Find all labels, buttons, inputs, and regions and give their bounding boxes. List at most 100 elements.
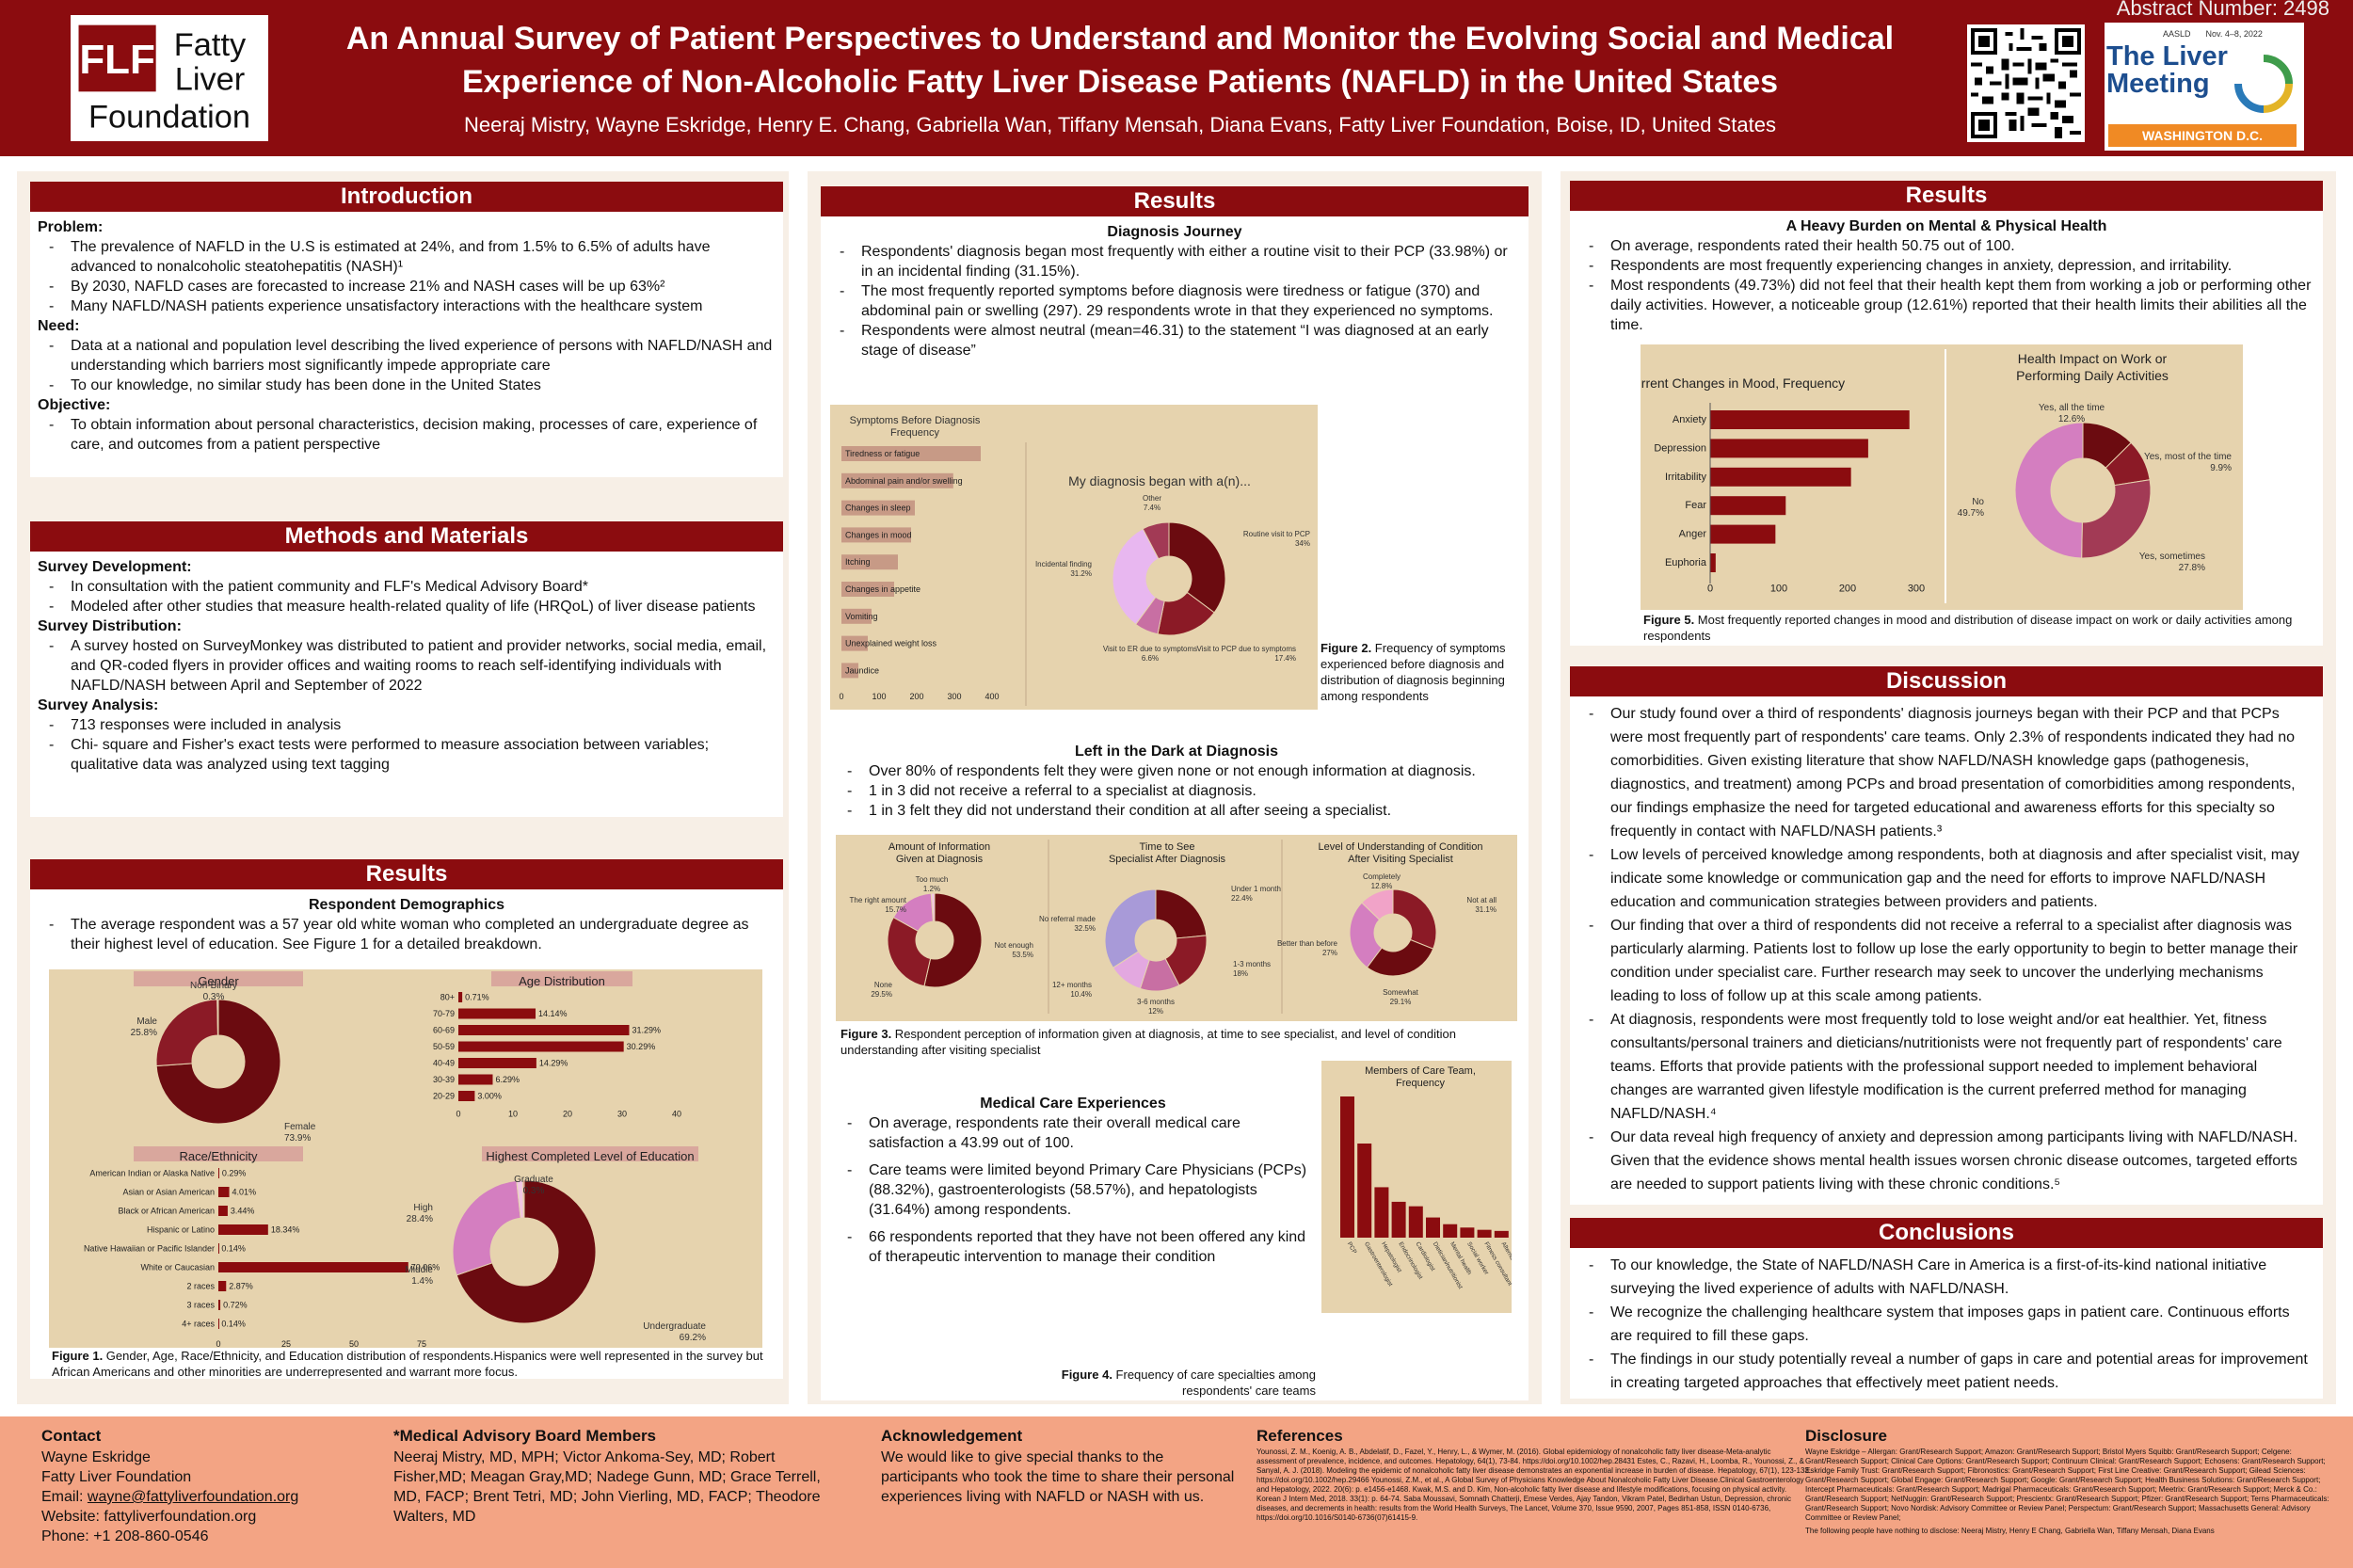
contact-heading: Contact (41, 1427, 102, 1445)
specialist-label: No referral made (1039, 915, 1096, 923)
understanding-value: 27% (1322, 949, 1337, 957)
gender-title: Gender (198, 974, 239, 988)
age-bar (458, 1074, 493, 1085)
burden-subhead: A Heavy Burden on Mental & Physical Heal… (1785, 218, 2107, 234)
impact-hole (2051, 458, 2115, 522)
list-item: In consultation with the patient communi… (38, 577, 776, 597)
race-title-bg (134, 1146, 303, 1161)
methods-title: Methods and Materials (30, 521, 783, 552)
age-data-label: 0.71% (465, 993, 489, 1002)
age-category: 80+ (440, 993, 455, 1002)
careteam-bar (1357, 1144, 1372, 1238)
list-item: Most respondents (49.73%) did not feel t… (1577, 276, 2315, 335)
qr-code-icon[interactable] (1967, 24, 2085, 142)
figure-1: Gender Female 73.9% Male 25.8% Non-Binary 0.3%… (49, 969, 762, 1349)
edu-title: Highest Completed Level of Education (486, 1149, 694, 1163)
list-item: Care teams were limited beyond Primary C… (836, 1160, 1310, 1220)
gender-hole (192, 1035, 245, 1088)
meeting-swirl-icon (2234, 55, 2293, 113)
symptoms-bar (841, 472, 953, 488)
symptoms-bar (841, 635, 868, 651)
mood-tick: 200 (1839, 583, 1856, 594)
list-item: On average, respondents rate their overa… (836, 1113, 1310, 1153)
age-tick: 0 (456, 1110, 460, 1119)
list-item: 66 respondents reported that they have n… (836, 1227, 1310, 1267)
title-line-1: An Annual Survey of Patient Perspectives… (345, 21, 1895, 56)
email-link[interactable]: wayne@fattyliverfoundation.org (87, 1489, 299, 1505)
conclusions-box: To our knowledge, the State of NAFLD/NAS… (1570, 1248, 2323, 1399)
information-value: 15.7% (885, 905, 906, 914)
diagnosis-label: Routine visit to PCP (1243, 530, 1310, 538)
list-item: Our data reveal high frequency of anxiet… (1577, 1126, 2315, 1196)
gender-value: 25.8% (131, 1028, 157, 1038)
education-value: 0.3% (523, 1186, 545, 1196)
race-tick: 25 (281, 1339, 291, 1348)
board-block: *Medical Advisory Board Members Neeraj M… (393, 1426, 826, 1527)
impact-label: Yes, all the time (2039, 403, 2105, 413)
symptoms-tick: 100 (872, 692, 886, 701)
symptoms-tick: 0 (839, 692, 843, 701)
list-item: By 2030, NAFLD cases are forecasted to i… (38, 277, 776, 296)
information-value: 1.2% (923, 885, 940, 893)
specialist-value: 12% (1148, 1007, 1163, 1016)
age-tick: 30 (617, 1110, 627, 1119)
website-link[interactable]: Website: fattyliverfoundation.org (41, 1509, 257, 1525)
symptoms-title: Symptoms Before Diagnosis (850, 415, 981, 426)
careteam-bar (1408, 1206, 1423, 1238)
age-data-label: 30.29% (627, 1042, 656, 1051)
careteam-bar (1340, 1096, 1354, 1238)
race-bar (218, 1187, 230, 1197)
mood-category: Depression (1654, 442, 1706, 454)
race-category: Black or African American (118, 1207, 215, 1216)
impact-value: 49.7% (1958, 508, 1984, 519)
race-bar (218, 1168, 219, 1178)
specialist-hole (1135, 920, 1176, 961)
age-tick: 40 (672, 1110, 681, 1119)
impact-title: Performing Daily Activities (2016, 368, 2169, 383)
disclosure-text-2: The following people have nothing to dis… (1805, 1527, 2215, 1535)
contact-email: Email: wayne@fattyliverfoundation.org (41, 1489, 299, 1505)
race-category: American Indian or Alaska Native (89, 1169, 215, 1178)
list-item: Modeled after other studies that measure… (38, 597, 776, 616)
dist-heading: Survey Distribution: (38, 618, 182, 634)
race-data-label: 2.87% (229, 1282, 253, 1291)
education-value: 69.2% (680, 1333, 706, 1343)
race-category: Native Hawaiian or Pacific Islander (84, 1244, 215, 1254)
figure-1-caption: Figure 1. Gender, Age, Race/Ethnicity, a… (52, 1349, 763, 1379)
age-tick: 20 (563, 1110, 572, 1119)
list-item: Over 80% of respondents felt they were g… (836, 761, 1517, 781)
diagnosis-journey-subhead: Diagnosis Journey (1107, 224, 1242, 240)
race-category: Asian or Asian American (122, 1188, 215, 1197)
race-category: White or Caucasian (140, 1263, 215, 1272)
figure-3: Amount of Information Given at Diagnosis N… (836, 835, 1517, 1021)
mood-category: Fear (1685, 500, 1706, 511)
problem-heading: Problem: (38, 219, 104, 235)
gender-title-bg (134, 971, 303, 986)
results-1-title: Results (30, 859, 783, 889)
age-tick: 10 (508, 1110, 518, 1119)
specialist-label: Under 1 month (1231, 885, 1281, 893)
careteam-title: Members of Care Team, (1365, 1065, 1476, 1077)
figure-3-caption: Figure 3. Respondent perception of infor… (840, 1027, 1456, 1057)
list-item: To our knowledge, no similar study has b… (38, 376, 776, 395)
references-heading: References (1257, 1427, 1343, 1445)
methods-box: Survey Development: In consultation with… (30, 552, 783, 817)
authors: Neeraj Mistry, Wayne Eskridge, Henry E. … (464, 113, 1776, 136)
race-bar (218, 1206, 228, 1216)
specialist-value: 18% (1233, 969, 1248, 978)
race-bar (218, 1262, 408, 1272)
specialist-value: 10.4% (1070, 990, 1092, 999)
ack-heading: Acknowledgement (881, 1427, 1023, 1445)
age-title: Age Distribution (519, 974, 605, 988)
symptoms-bar (841, 582, 894, 597)
impact-value: 27.8% (2179, 563, 2205, 573)
impact-slice (2014, 422, 2084, 559)
careteam-bar (1391, 1201, 1406, 1238)
board-text: Neeraj Mistry, MD, MPH; Victor Ankoma-Se… (393, 1449, 821, 1525)
education-label: Undergraduate (643, 1321, 706, 1332)
age-title-bg (491, 971, 632, 986)
race-title: Race/Ethnicity (179, 1149, 258, 1163)
symptoms-category: Vomiting (845, 612, 878, 621)
logo-mark: FLF (79, 37, 155, 83)
